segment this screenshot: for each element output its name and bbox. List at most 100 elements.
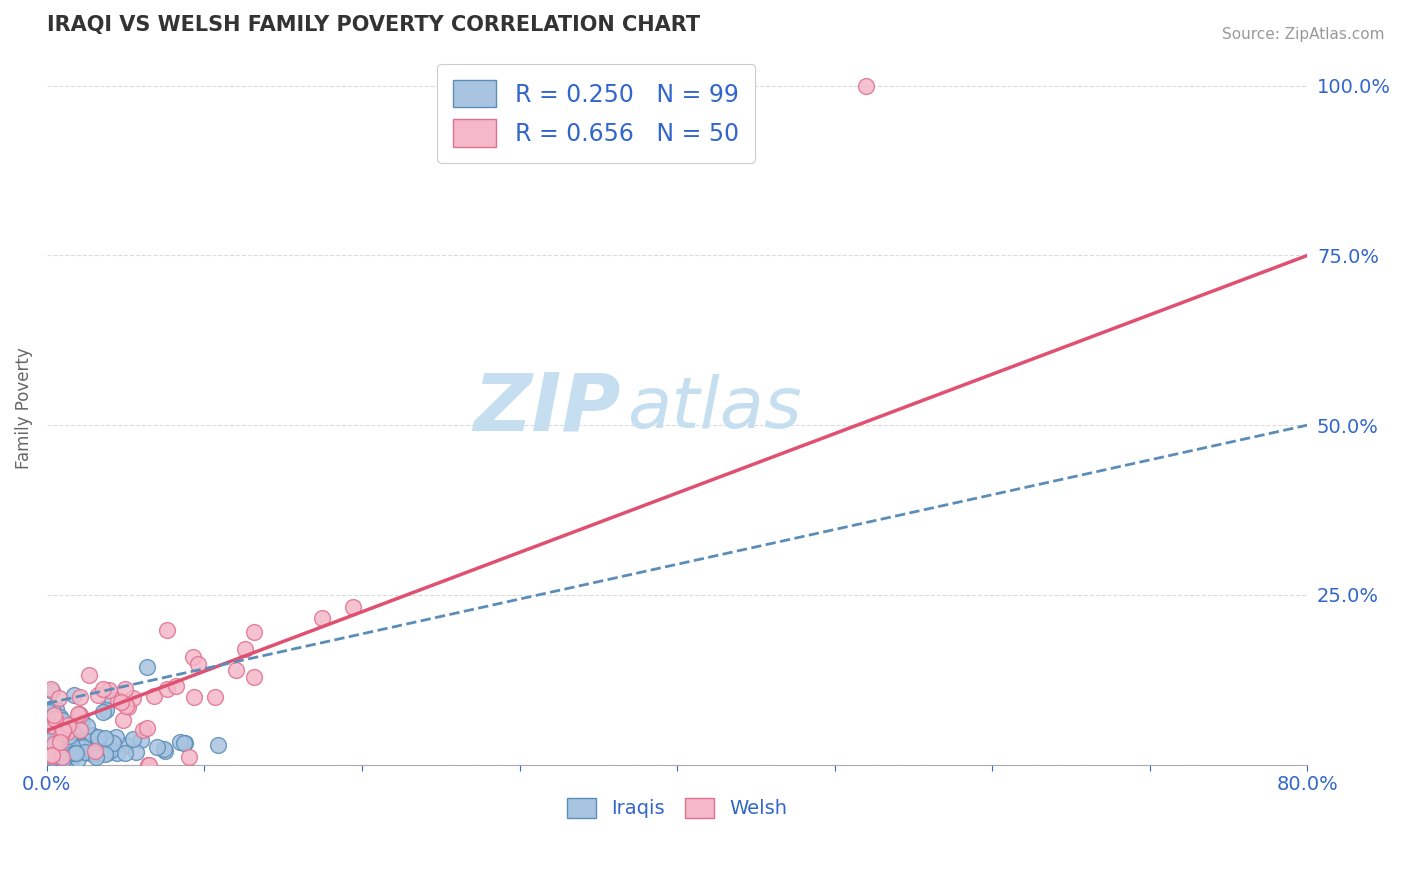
Point bbox=[107, 693, 129, 707]
Point bbox=[155, 744, 177, 758]
Point bbox=[87, 688, 110, 702]
Point bbox=[42, 738, 65, 752]
Point bbox=[44, 712, 66, 726]
Point bbox=[51, 714, 73, 729]
Point bbox=[42, 708, 65, 723]
Point bbox=[53, 735, 76, 749]
Point bbox=[87, 731, 110, 746]
Point bbox=[42, 720, 65, 734]
Point bbox=[38, 751, 60, 765]
Point bbox=[62, 688, 84, 702]
Point bbox=[84, 747, 107, 761]
Point bbox=[87, 731, 110, 745]
Point bbox=[69, 708, 91, 723]
Point bbox=[94, 733, 117, 747]
Point bbox=[135, 721, 157, 735]
Point bbox=[48, 691, 70, 706]
Point bbox=[233, 642, 256, 657]
Point bbox=[66, 752, 89, 766]
Y-axis label: Family Poverty: Family Poverty bbox=[15, 347, 32, 469]
Point bbox=[177, 750, 200, 764]
Point bbox=[94, 731, 117, 745]
Point bbox=[342, 599, 364, 614]
Point bbox=[39, 733, 62, 747]
Point bbox=[41, 700, 63, 714]
Point bbox=[132, 723, 155, 737]
Point bbox=[53, 747, 76, 762]
Point bbox=[146, 739, 169, 754]
Point bbox=[52, 753, 75, 767]
Point bbox=[67, 707, 90, 722]
Point bbox=[51, 750, 73, 764]
Point bbox=[48, 747, 70, 761]
Point bbox=[38, 752, 60, 766]
Point bbox=[121, 731, 143, 746]
Legend: Iraqis, Welsh: Iraqis, Welsh bbox=[560, 790, 796, 826]
Point bbox=[77, 667, 100, 681]
Point bbox=[155, 623, 177, 637]
Point bbox=[115, 699, 138, 714]
Point bbox=[101, 692, 124, 706]
Point bbox=[41, 684, 63, 698]
Point bbox=[173, 736, 195, 750]
Point bbox=[41, 751, 63, 765]
Point bbox=[94, 702, 117, 716]
Point bbox=[45, 733, 67, 747]
Point bbox=[76, 718, 98, 732]
Point bbox=[41, 749, 63, 764]
Point bbox=[67, 706, 90, 721]
Point bbox=[117, 699, 139, 714]
Point bbox=[67, 739, 90, 754]
Point bbox=[42, 708, 65, 723]
Point bbox=[37, 751, 59, 765]
Point bbox=[73, 738, 96, 752]
Point bbox=[138, 757, 160, 772]
Point bbox=[59, 753, 82, 767]
Point bbox=[38, 728, 60, 742]
Point bbox=[41, 747, 63, 762]
Point bbox=[105, 747, 128, 761]
Point bbox=[51, 749, 73, 764]
Point bbox=[207, 739, 229, 753]
Point bbox=[65, 720, 87, 734]
Point bbox=[91, 681, 114, 696]
Point bbox=[91, 705, 114, 719]
Point bbox=[39, 751, 62, 765]
Point bbox=[60, 739, 83, 754]
Point bbox=[51, 726, 73, 740]
Point bbox=[79, 746, 101, 760]
Text: ZIP: ZIP bbox=[472, 369, 620, 447]
Point bbox=[59, 746, 82, 760]
Point bbox=[124, 745, 146, 759]
Point bbox=[98, 683, 121, 698]
Point bbox=[56, 717, 79, 731]
Point bbox=[131, 733, 153, 747]
Point bbox=[38, 757, 60, 772]
Point bbox=[94, 747, 117, 762]
Point bbox=[44, 736, 66, 750]
Point bbox=[44, 723, 66, 737]
Point bbox=[39, 753, 62, 767]
Point bbox=[855, 78, 877, 93]
Point bbox=[51, 713, 73, 727]
Point bbox=[65, 721, 87, 735]
Point bbox=[44, 756, 66, 770]
Point bbox=[136, 660, 159, 674]
Point bbox=[58, 729, 80, 743]
Point bbox=[52, 723, 75, 738]
Point bbox=[311, 610, 333, 624]
Point bbox=[169, 735, 191, 749]
Point bbox=[82, 728, 104, 742]
Point bbox=[83, 744, 105, 758]
Point bbox=[87, 730, 110, 744]
Point bbox=[96, 746, 118, 760]
Point bbox=[204, 690, 226, 705]
Text: IRAQI VS WELSH FAMILY POVERTY CORRELATION CHART: IRAQI VS WELSH FAMILY POVERTY CORRELATIO… bbox=[46, 15, 700, 35]
Point bbox=[100, 743, 122, 757]
Point bbox=[243, 625, 266, 640]
Point bbox=[142, 689, 165, 703]
Point bbox=[38, 705, 60, 719]
Point bbox=[114, 681, 136, 696]
Point bbox=[225, 663, 247, 677]
Point bbox=[73, 739, 96, 753]
